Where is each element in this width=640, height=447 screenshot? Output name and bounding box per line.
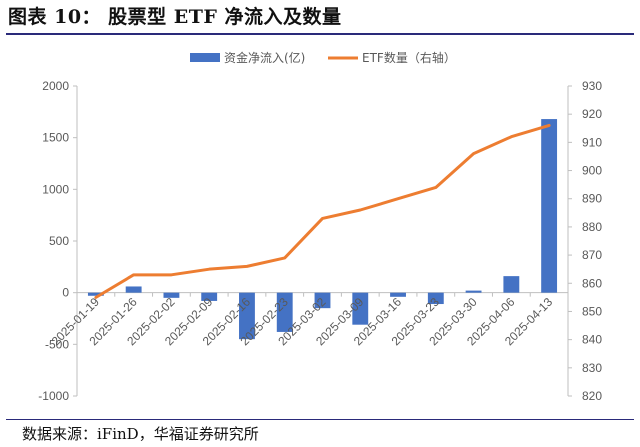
y-right-tick-label: 860	[582, 276, 602, 290]
y-right-tick-label: 870	[582, 248, 602, 262]
y-right-tick-label: 840	[582, 333, 602, 347]
bar	[163, 292, 180, 298]
legend-label-net-inflow: 资金净流入(亿)	[224, 50, 305, 65]
y-right-tick-label: 910	[582, 135, 602, 149]
y-left-tick-label: 1500	[42, 131, 69, 145]
bar	[465, 290, 482, 293]
source-note: 数据来源：iFinD，华福证券研究所	[22, 425, 259, 443]
y-left-tick-label: 500	[49, 234, 69, 248]
y-left-tick-label: -500	[45, 337, 69, 351]
bar	[239, 292, 255, 340]
bar	[390, 292, 406, 297]
legend-label-etf-count: ETF数量（右轴）	[362, 50, 456, 65]
y-right-tick-label: 930	[582, 79, 602, 93]
y-left-tick-label: 2000	[42, 79, 69, 93]
bar	[201, 292, 218, 301]
y-right-tick-label: 890	[582, 192, 602, 206]
bar	[87, 292, 104, 296]
bar	[427, 292, 444, 305]
line-series-etf-count	[94, 123, 551, 299]
title-divider	[6, 33, 634, 35]
bar	[125, 286, 142, 293]
y-right-tick-label: 850	[582, 304, 602, 318]
y-right-tick-label: 900	[582, 164, 602, 178]
bar	[503, 276, 520, 293]
y-left-tick-label: -1000	[38, 389, 69, 403]
y-right-tick-label: 830	[582, 361, 602, 375]
legend-swatch-net-inflow	[190, 53, 220, 62]
y-right-tick-label: 920	[582, 107, 602, 121]
chart-title: 图表 10： 股票型 ETF 净流入及数量	[8, 6, 342, 28]
footer-divider	[6, 419, 634, 420]
y-left-tick-label: 1000	[42, 182, 69, 196]
bar	[352, 292, 369, 325]
y-right-tick-label: 880	[582, 220, 602, 234]
y-left-tick-label: 0	[62, 286, 69, 300]
y-right-tick-label: 820	[582, 389, 602, 403]
bar	[276, 292, 293, 332]
bar	[541, 119, 558, 293]
bar	[314, 292, 331, 309]
